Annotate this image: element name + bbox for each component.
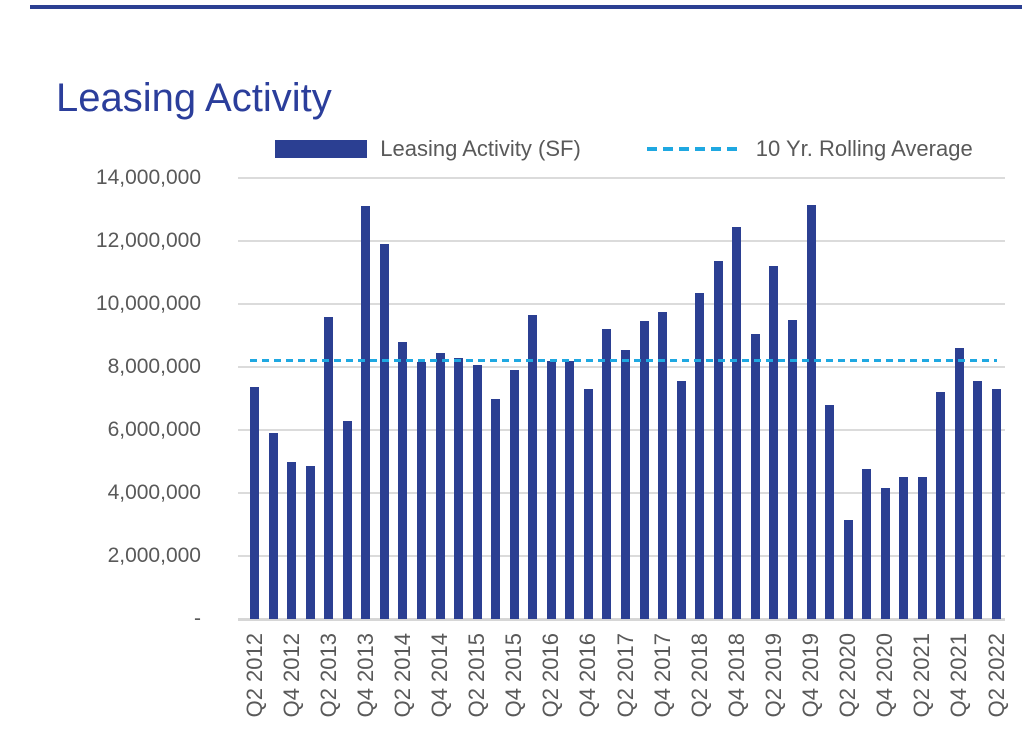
x-axis-tick-label: Q2 2022 xyxy=(983,633,1009,718)
plot-area: - 2,000,000 4,000,000 6,000,000 8,000,000 10,… xyxy=(96,166,1009,717)
bar xyxy=(713,261,723,619)
bar xyxy=(880,488,890,619)
x-axis-tick-label: Q2 2015 xyxy=(464,633,490,718)
bar xyxy=(658,311,668,619)
bar xyxy=(472,365,482,619)
bar xyxy=(862,469,872,619)
x-axis-tick-label: Q2 2019 xyxy=(760,633,786,718)
bar xyxy=(250,387,259,619)
x-axis-tick-label: Q4 2021 xyxy=(946,633,972,718)
page-title: Leasing Activity xyxy=(56,75,332,120)
bar xyxy=(602,329,612,619)
gridline xyxy=(238,303,1005,305)
chart-legend: Leasing Activity (SF) 10 Yr. Rolling Ave… xyxy=(248,135,1000,163)
x-axis-tick-label: Q4 2017 xyxy=(649,633,675,718)
bar xyxy=(676,381,686,619)
gridline xyxy=(238,240,1005,242)
bar xyxy=(398,341,408,619)
gridline xyxy=(238,177,1005,179)
x-axis-tick-label: Q2 2014 xyxy=(389,633,415,718)
bar xyxy=(583,389,593,619)
x-axis-tick-label: Q2 2021 xyxy=(909,633,935,718)
bar xyxy=(361,206,371,619)
x-axis-tick-label: Q4 2014 xyxy=(427,633,452,718)
bar xyxy=(268,433,278,619)
bar xyxy=(769,266,779,619)
legend-dashed-line-swatch-icon xyxy=(646,147,743,151)
x-axis-tick-label: Q4 2015 xyxy=(501,633,527,718)
rolling-average-line xyxy=(250,359,997,363)
y-axis-tick-label: 14,000,000 xyxy=(95,166,201,189)
x-axis-tick-label: Q2 2017 xyxy=(612,633,638,718)
bar xyxy=(917,477,927,619)
y-axis-tick-label: 10,000,000 xyxy=(95,292,201,315)
bar xyxy=(973,381,983,619)
bar xyxy=(454,357,464,619)
x-axis-tick-label: Q4 2013 xyxy=(352,633,378,718)
bar xyxy=(509,370,519,619)
bar xyxy=(806,204,816,619)
bar xyxy=(936,392,946,619)
bar xyxy=(546,360,556,619)
bar xyxy=(954,348,964,619)
bar xyxy=(287,461,297,619)
x-axis-tick-label: Q4 2019 xyxy=(798,633,823,718)
legend-line-label: 10 Yr. Rolling Average xyxy=(755,136,973,161)
legend-bar-swatch-icon xyxy=(275,140,368,158)
x-axis-tick-label: Q2 2020 xyxy=(835,633,861,718)
bar xyxy=(695,292,705,619)
x-axis-tick-label: Q2 2013 xyxy=(315,633,341,718)
x-axis-tick-label: Q4 2018 xyxy=(723,633,749,718)
bar xyxy=(621,349,630,619)
y-axis-tick-label: 6,000,000 xyxy=(107,418,201,441)
bar xyxy=(565,360,575,619)
bar xyxy=(435,352,445,619)
bar xyxy=(491,398,501,619)
x-axis-tick-label: Q2 2018 xyxy=(686,633,712,718)
bar xyxy=(639,321,649,619)
bar xyxy=(899,477,909,619)
bar xyxy=(528,315,538,619)
y-axis-tick-label: 4,000,000 xyxy=(107,481,201,504)
bar xyxy=(825,404,835,619)
bar xyxy=(992,389,1001,619)
bar xyxy=(342,420,352,619)
bar xyxy=(416,362,426,619)
y-axis-tick-label: 2,000,000 xyxy=(107,544,201,567)
bar xyxy=(750,333,760,619)
legend-bar-label: Leasing Activity (SF) xyxy=(380,136,581,161)
bar xyxy=(305,466,315,619)
bar xyxy=(787,319,797,619)
x-axis-tick-label: Q4 2016 xyxy=(575,633,601,718)
top-rule xyxy=(30,5,1022,9)
bar xyxy=(843,519,853,619)
x-axis-tick-label: Q2 2012 xyxy=(241,633,267,718)
x-axis-tick-label: Q2 2016 xyxy=(538,633,564,718)
y-axis-tick-label: - xyxy=(194,607,201,630)
bar xyxy=(732,226,742,619)
y-axis-tick-label: 12,000,000 xyxy=(95,229,201,252)
bar xyxy=(379,244,389,619)
x-axis-tick-label: Q4 2012 xyxy=(278,633,304,718)
x-axis-baseline xyxy=(238,618,1005,621)
y-axis-tick-label: 8,000,000 xyxy=(107,355,201,378)
bar xyxy=(324,316,334,619)
x-axis-tick-label: Q4 2020 xyxy=(872,633,898,718)
